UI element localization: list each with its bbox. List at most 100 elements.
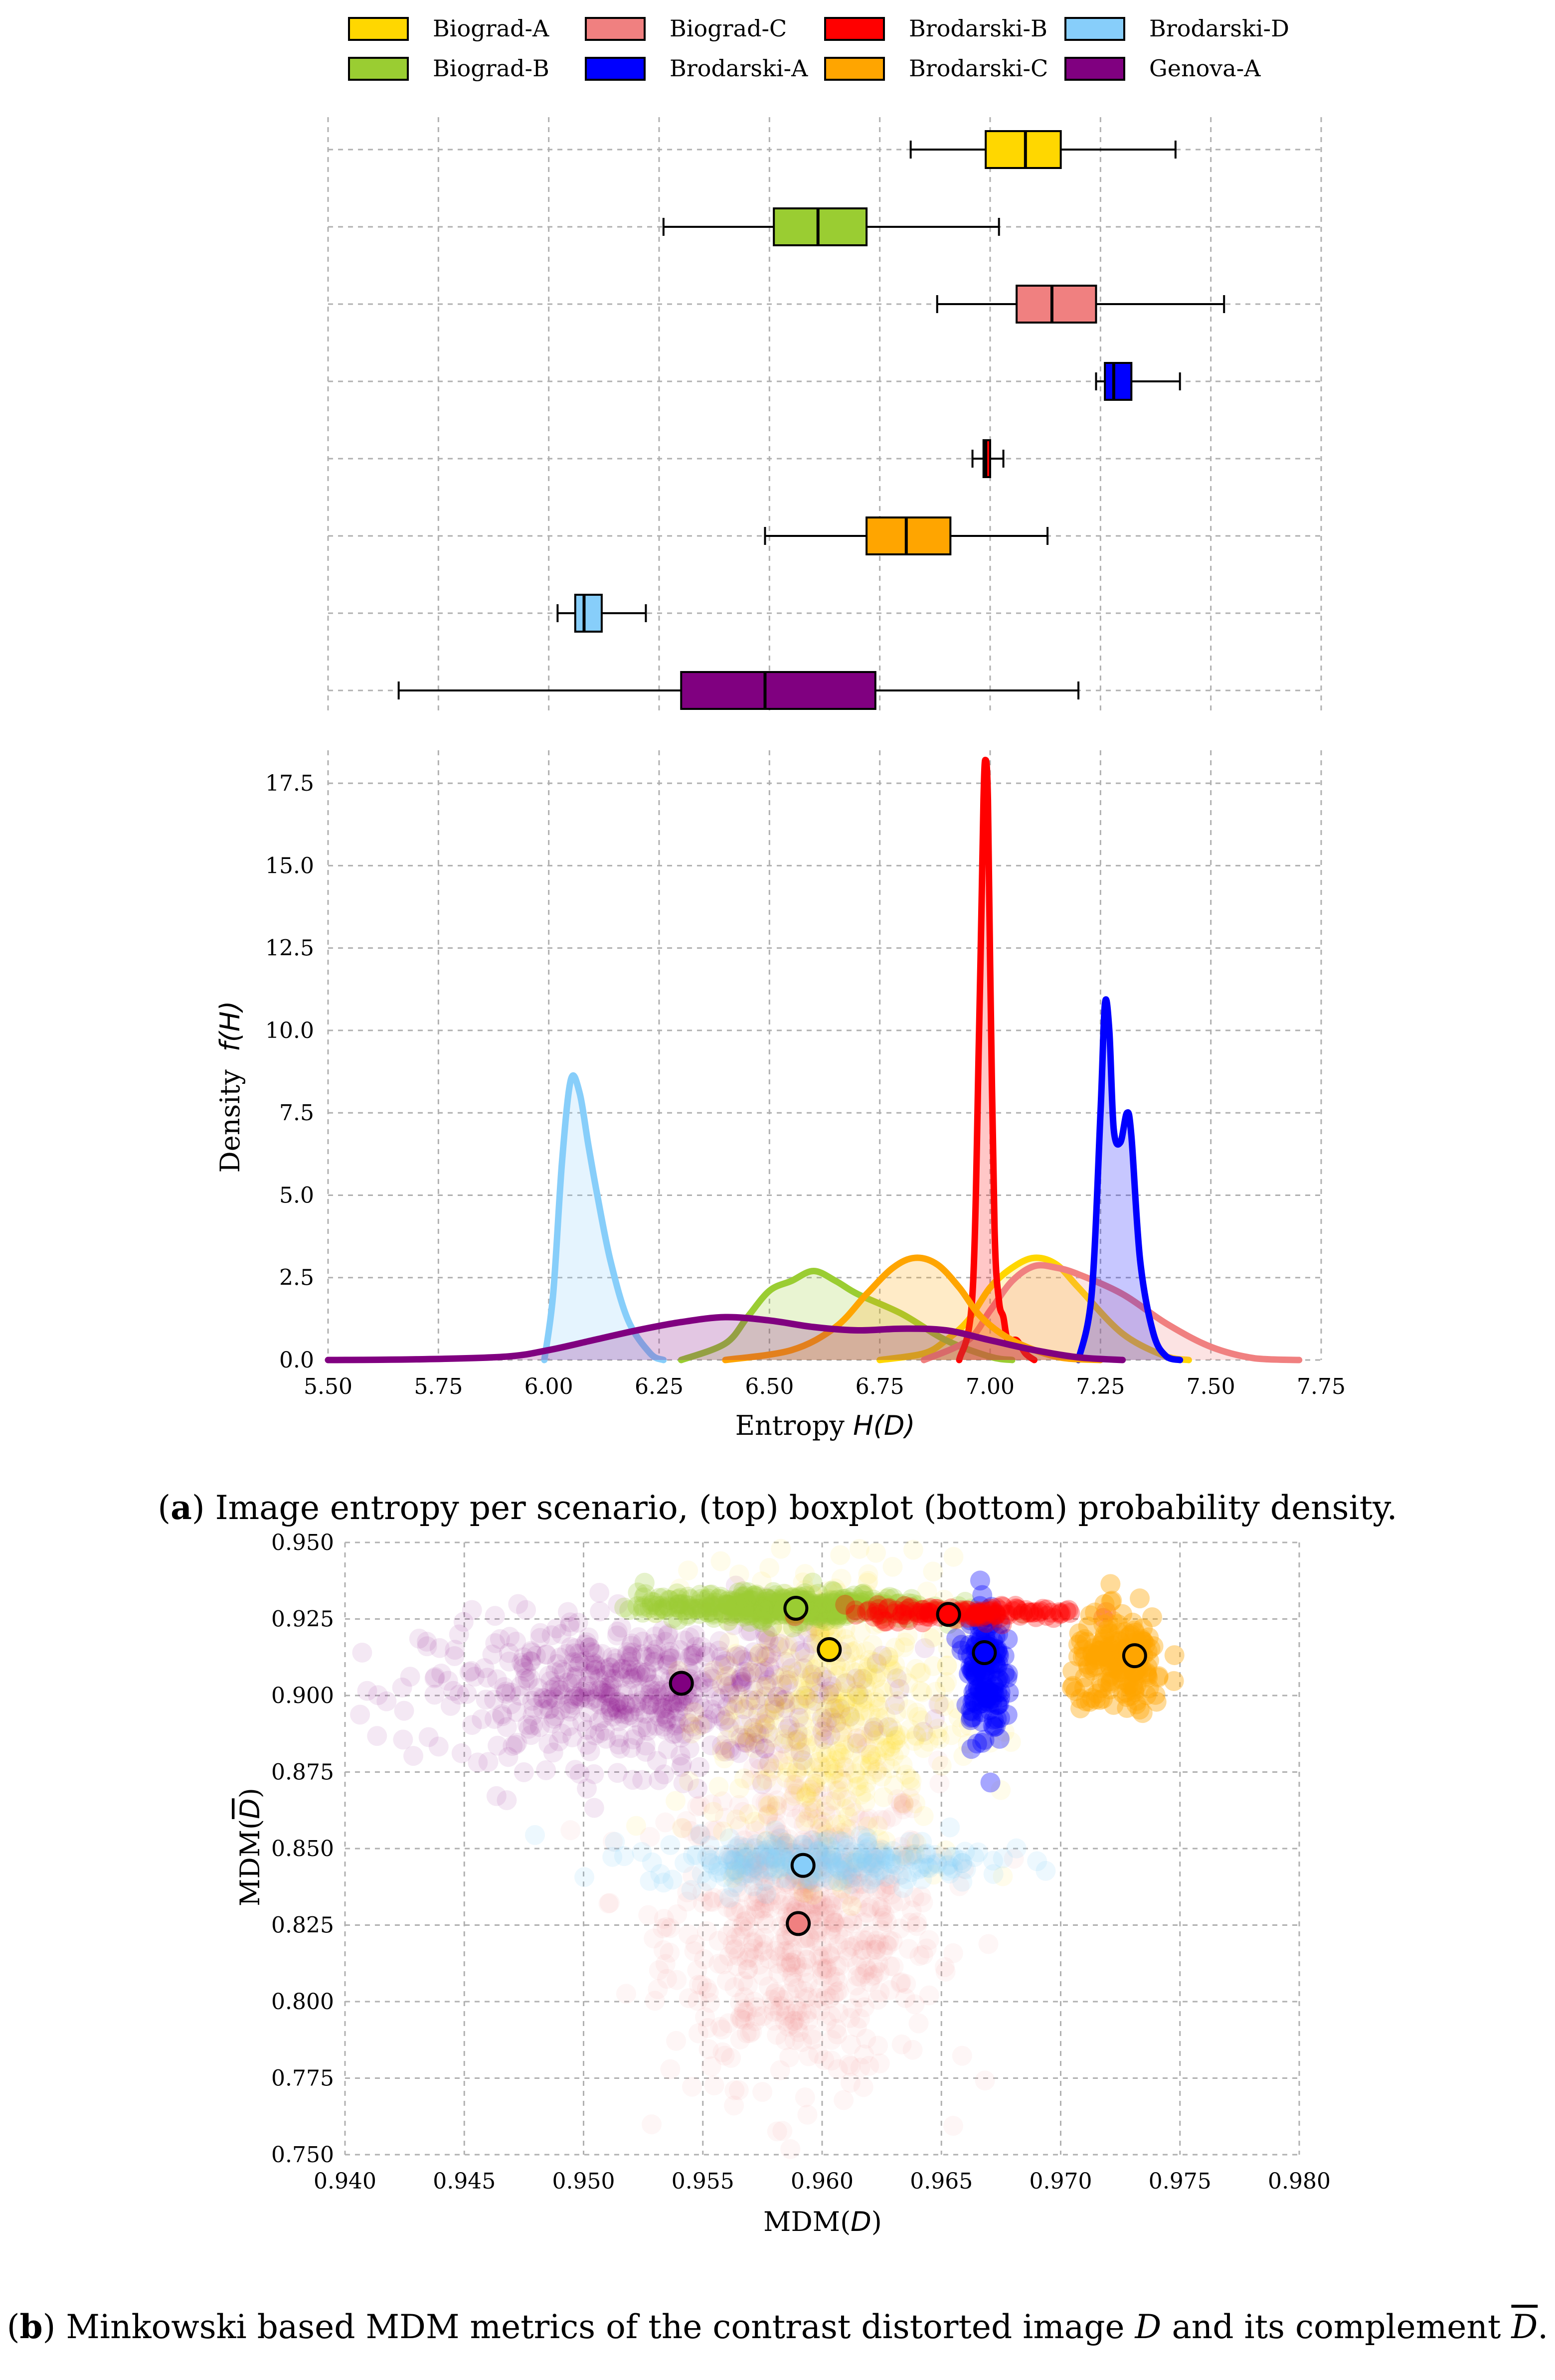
scatter-point-biograd-c (746, 1891, 766, 1911)
scatter-point-genova-a (805, 1672, 825, 1692)
scatter-point-brodarski-d (683, 1846, 703, 1866)
scatter-point-biograd-c (782, 1939, 803, 1960)
legend-swatch-brodarski-a (585, 57, 646, 81)
scatter-point-genova-a (689, 1677, 709, 1698)
scatter-point-biograd-c (767, 1796, 787, 1817)
scatter-point-biograd-c (879, 1930, 899, 1950)
scatter-point-genova-a (729, 1693, 749, 1713)
scatter-point-brodarski-b (972, 1607, 993, 1627)
scatter-point-brodarski-b (919, 1603, 939, 1623)
scatter-point-biograd-b (876, 1594, 897, 1615)
scatter-point-biograd-a (861, 1723, 881, 1744)
scatter-point-brodarski-b (884, 1603, 905, 1624)
scatter-point-genova-a (705, 1687, 726, 1707)
scatter-point-biograd-c (776, 1872, 796, 1892)
scatter-point-biograd-c (829, 1889, 849, 1910)
scatter-point-biograd-b (824, 1605, 844, 1625)
scatter-point-genova-a (657, 1651, 678, 1671)
scatter-point-genova-a (558, 1694, 579, 1714)
scatter-point-genova-a (600, 1658, 620, 1678)
scatter-point-biograd-c (720, 1889, 741, 1910)
scatter-point-brodarski-b (1037, 1599, 1057, 1620)
scatter-point-biograd-c (857, 1842, 877, 1863)
legend-swatch-biograd-b (348, 57, 409, 81)
scatter-point-biograd-b (759, 1602, 780, 1623)
scatter-point-biograd-c (809, 1844, 829, 1864)
scatter-point-genova-a (785, 1632, 805, 1652)
scatter-point-biograd-a (714, 1748, 734, 1769)
scatter-point-genova-a (660, 1691, 680, 1711)
scatter-point-brodarski-d (881, 1849, 902, 1869)
scatter-point-genova-a (660, 1699, 680, 1719)
scatter-point-brodarski-b (990, 1600, 1010, 1621)
scatter-point-biograd-c (821, 2050, 842, 2071)
scatter-point-genova-a (847, 1733, 867, 1754)
scatter-point-biograd-a (857, 1661, 877, 1682)
scatter-point-biograd-c (648, 1979, 668, 2000)
scatter-point-genova-a (443, 1681, 464, 1701)
scatter-point-biograd-a (980, 1732, 1001, 1753)
scatter-point-genova-a (625, 1663, 646, 1683)
scatter-point-biograd-b (681, 1589, 701, 1609)
scatter-point-biograd-c (734, 1999, 754, 2019)
scatter-point-genova-a (636, 1741, 656, 1762)
scatter-point-genova-a (639, 1695, 660, 1715)
scatter-point-biograd-c (823, 1910, 844, 1931)
scatter-point-brodarski-c (1119, 1675, 1140, 1695)
scatter-point-brodarski-a (979, 1693, 999, 1713)
scatter-point-brodarski-c (1125, 1622, 1145, 1643)
scatter-point-biograd-c (782, 2014, 803, 2035)
scatter-point-biograd-c (816, 1959, 837, 1980)
scatter-point-genova-a (928, 1694, 949, 1714)
scatter-point-biograd-b (876, 1596, 896, 1616)
scatter-point-genova-a (723, 1604, 743, 1624)
scatter-point-biograd-a (895, 1632, 915, 1653)
scatter-point-biograd-c (728, 1946, 748, 1966)
scatter-point-biograd-c (724, 2095, 744, 2116)
scatter-point-brodarski-c (1099, 1637, 1119, 1657)
scatter-point-brodarski-c (1164, 1671, 1184, 1691)
scatter-point-biograd-a (789, 1616, 809, 1637)
scatter-point-brodarski-a (961, 1739, 982, 1759)
scatter-point-biograd-b (904, 1599, 924, 1619)
scatter-point-brodarski-b (1096, 1602, 1116, 1622)
legend-label-biograd-a: Biograd-A (433, 15, 549, 42)
scatter-point-brodarski-d (699, 1835, 720, 1856)
scatter-point-brodarski-b (894, 1596, 915, 1616)
scatter-point-biograd-a (813, 1812, 833, 1832)
scatter-point-biograd-c (850, 1987, 870, 2008)
scatter-point-biograd-b (759, 1598, 780, 1618)
scatter-point-biograd-a (890, 1725, 910, 1745)
scatter-point-biograd-a (726, 1644, 746, 1664)
scatter-point-biograd-a (711, 1675, 732, 1695)
scatter-point-biograd-c (813, 1895, 833, 1915)
scatter-point-genova-a (666, 1723, 687, 1744)
scatter-point-brodarski-b (916, 1606, 936, 1627)
density-y-tick-label: 10.0 (265, 1018, 314, 1043)
scatter-point-genova-a (569, 1643, 589, 1664)
scatter-point-genova-a (866, 1653, 887, 1674)
scatter-point-biograd-c (859, 1898, 879, 1918)
scatter-point-brodarski-b (967, 1601, 987, 1621)
scatter-point-biograd-a (941, 1725, 962, 1745)
scatter-point-genova-a (734, 1732, 755, 1752)
scatter-point-brodarski-d (852, 1848, 872, 1869)
scatter-point-brodarski-d (952, 1853, 973, 1873)
scatter-point-biograd-b (803, 1597, 823, 1618)
scatter-point-biograd-b (698, 1602, 718, 1623)
scatter-point-genova-a (477, 1668, 498, 1688)
scatter-point-biograd-a (680, 1714, 700, 1734)
scatter-point-biograd-b (733, 1606, 754, 1627)
scatter-point-genova-a (768, 1637, 789, 1657)
scatter-point-genova-a (605, 1653, 626, 1673)
scatter-point-biograd-b (827, 1607, 848, 1627)
scatter-point-biograd-c (879, 1868, 900, 1888)
scatter-point-brodarski-d (809, 1843, 829, 1863)
scatter-point-biograd-b (841, 1591, 862, 1612)
scatter-point-genova-a (699, 1667, 720, 1687)
scatter-y-axis-label: MDM(D) (234, 1788, 266, 1906)
scatter-point-brodarski-d (876, 1849, 896, 1870)
scatter-point-biograd-b (877, 1588, 897, 1609)
density-y-tick-label: 12.5 (265, 936, 314, 961)
